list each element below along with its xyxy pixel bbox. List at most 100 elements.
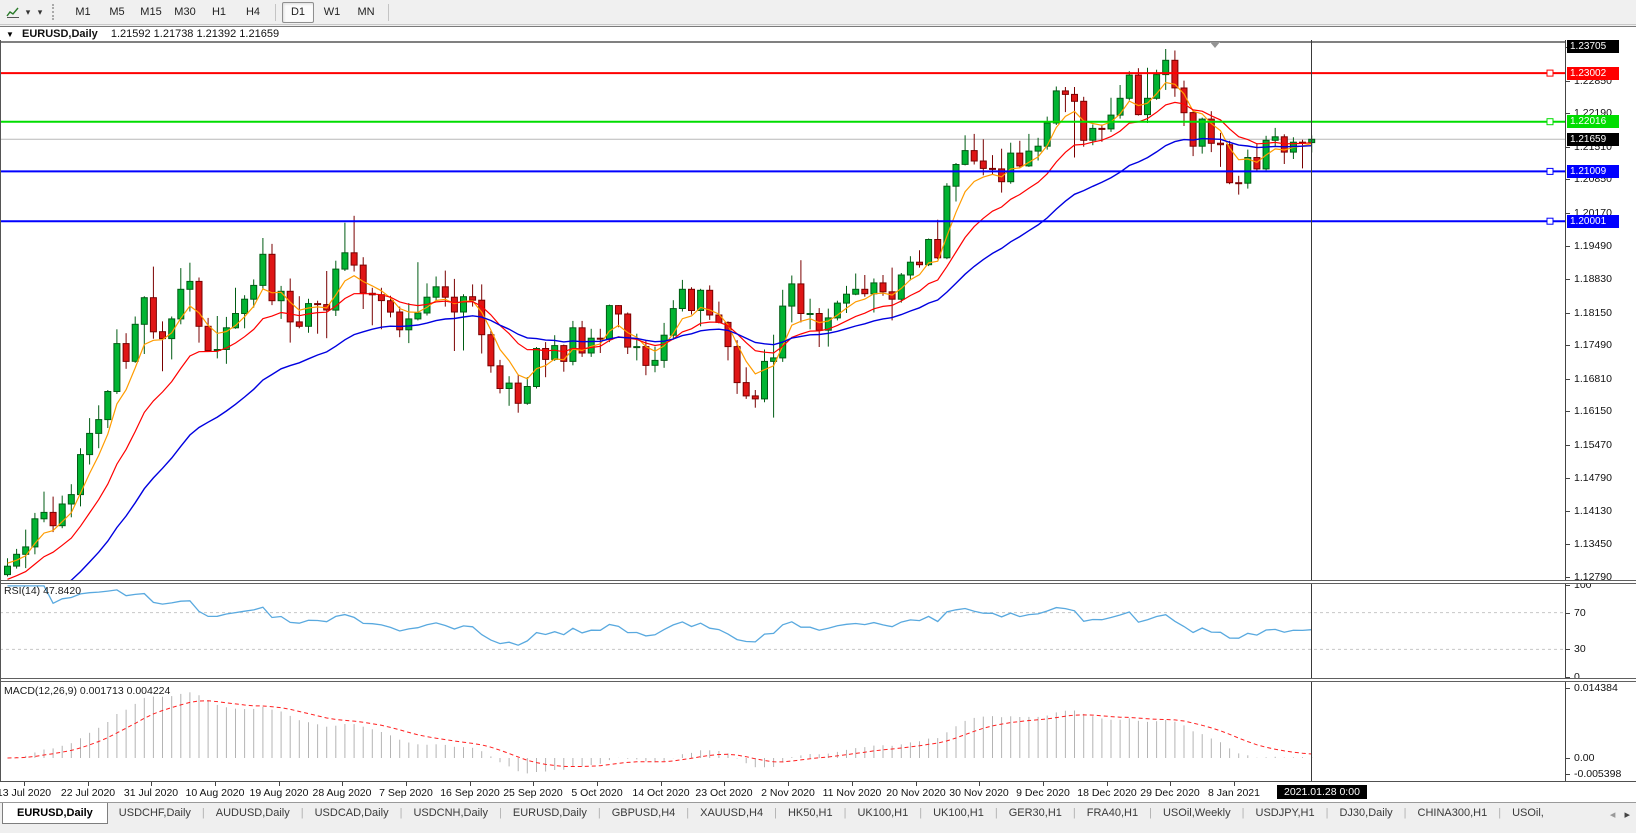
date-label: 9 Dec 2020 bbox=[1016, 787, 1070, 799]
tab-uk100-h1[interactable]: UK100,H1 bbox=[933, 807, 984, 819]
price-tick-label: 1.18150 bbox=[1574, 307, 1612, 319]
date-tick bbox=[533, 782, 534, 786]
tab-eurusd-daily[interactable]: EURUSD,Daily bbox=[512, 807, 587, 819]
tab-separator: | bbox=[499, 807, 502, 819]
date-label: 8 Jan 2021 bbox=[1208, 787, 1260, 799]
tab-separator: | bbox=[201, 807, 205, 819]
tab-eurusd-daily[interactable]: EURUSD,Daily bbox=[2, 803, 108, 824]
price-tick-label: 1.16810 bbox=[1574, 373, 1612, 385]
tab-separator: | bbox=[1241, 807, 1245, 819]
date-tick bbox=[1234, 782, 1235, 786]
price-tick bbox=[1566, 213, 1570, 214]
price-axis[interactable]: 1.235301.228501.221901.215101.208501.201… bbox=[1565, 40, 1636, 781]
date-tick bbox=[215, 782, 216, 786]
timeframe-d1[interactable]: D1 bbox=[282, 1, 314, 23]
timeframe-w1[interactable]: W1 bbox=[323, 5, 341, 18]
tab-china300-h1[interactable]: CHINA300,H1 bbox=[1417, 807, 1488, 819]
date-tick bbox=[342, 782, 343, 786]
tab-usdchf-daily[interactable]: USDCHF,Daily bbox=[118, 807, 191, 819]
tab-gbpusd-h4[interactable]: GBPUSD,H4 bbox=[611, 807, 676, 819]
macd-tick-label: 0.00 bbox=[1574, 752, 1595, 764]
price-tick bbox=[1566, 445, 1570, 446]
timeframe-m15[interactable]: M15 bbox=[140, 5, 162, 18]
macd-tick bbox=[1566, 688, 1570, 689]
date-tick bbox=[916, 782, 917, 786]
macd-indicator-pane[interactable] bbox=[0, 682, 1565, 781]
pane-splitter[interactable] bbox=[0, 580, 1636, 584]
main-price-chart[interactable] bbox=[0, 40, 1565, 580]
rsi-tick bbox=[1566, 613, 1570, 614]
price-tick bbox=[1566, 113, 1570, 114]
vertical-line-object[interactable] bbox=[1311, 40, 1312, 781]
chart-tab-bar: EURUSD,Daily USDCHF,Daily | AUDUSD,Daily | US… bbox=[0, 802, 1636, 833]
tab-xauusd-h4[interactable]: XAUUSD,H4 bbox=[700, 807, 764, 819]
tab-separator: | bbox=[300, 807, 304, 819]
date-tick bbox=[1043, 782, 1044, 786]
tab-separator: | bbox=[1403, 807, 1407, 819]
macd-label: MACD(12,26,9) 0.001713 0.004224 bbox=[4, 685, 171, 697]
date-axis[interactable]: 2021.01.28 0:00 13 Jul 2020 22 Jul 2020 31… bbox=[0, 781, 1636, 802]
price-tick bbox=[1566, 345, 1570, 346]
price-tick-label: 1.15470 bbox=[1574, 439, 1612, 451]
collapse-triangle-icon[interactable]: ▼ bbox=[6, 30, 14, 39]
timeframe-mn[interactable]: MN bbox=[357, 5, 375, 18]
tab-usdcnh-daily[interactable]: USDCNH,Daily bbox=[413, 807, 488, 819]
toolbar-dropdown-caret[interactable]: ▾ bbox=[37, 6, 43, 17]
date-label: 29 Dec 2020 bbox=[1140, 787, 1200, 799]
date-label: 31 Jul 2020 bbox=[123, 787, 179, 799]
tab-scroll-left-icon[interactable]: ◂ bbox=[1609, 809, 1616, 821]
price-tick bbox=[1566, 246, 1570, 247]
timeframe-h4[interactable]: H4 bbox=[245, 5, 261, 18]
toolbar-separator bbox=[275, 3, 276, 21]
tab-usoil-weekly[interactable]: USOil,Weekly bbox=[1162, 807, 1231, 819]
tab-ger30-h1[interactable]: GER30,H1 bbox=[1008, 807, 1062, 819]
price-tick bbox=[1566, 544, 1570, 545]
price-badge: 1.23002 bbox=[1567, 67, 1619, 80]
tab-fra40-h1[interactable]: FRA40,H1 bbox=[1086, 807, 1139, 819]
tab-uk100-h1[interactable]: UK100,H1 bbox=[857, 807, 909, 819]
date-tick bbox=[661, 782, 662, 786]
date-tick bbox=[470, 782, 471, 786]
rsi-indicator-pane[interactable] bbox=[0, 584, 1565, 678]
timeframe-m5[interactable]: M5 bbox=[109, 5, 125, 18]
rsi-tick-label: 70 bbox=[1574, 607, 1586, 619]
date-tick bbox=[979, 782, 980, 786]
tab-separator: | bbox=[843, 807, 847, 819]
chart-shift-marker[interactable] bbox=[1210, 42, 1220, 48]
date-label: 13 Jul 2020 bbox=[0, 787, 52, 799]
date-label: 22 Jul 2020 bbox=[60, 787, 116, 799]
tab-scroll-right-icon[interactable]: ▸ bbox=[1624, 809, 1630, 821]
timeframe-m1[interactable]: M1 bbox=[75, 5, 91, 18]
tab-separator: | bbox=[597, 807, 601, 819]
timeframe-m30[interactable]: M30 bbox=[174, 5, 196, 18]
macd-tick bbox=[1566, 758, 1570, 759]
price-badge: 1.22016 bbox=[1567, 115, 1619, 128]
date-label: 10 Aug 2020 bbox=[185, 787, 245, 799]
tab-separator: | bbox=[1498, 807, 1502, 819]
price-tick-label: 1.16150 bbox=[1574, 405, 1612, 417]
chart-type-dropdown-caret[interactable]: ▾ bbox=[25, 6, 31, 17]
toolbar-grip-handle[interactable] bbox=[52, 4, 58, 20]
tab-dj30-daily[interactable]: DJ30,Daily bbox=[1339, 807, 1393, 819]
price-tick-label: 1.14790 bbox=[1574, 472, 1612, 484]
date-label: 16 Sep 2020 bbox=[440, 787, 500, 799]
plot-left-border bbox=[0, 40, 1, 781]
pane-splitter[interactable] bbox=[0, 678, 1636, 682]
date-label: 23 Oct 2020 bbox=[695, 787, 753, 799]
tab-usdcad-daily[interactable]: USDCAD,Daily bbox=[314, 807, 389, 819]
tab-hk50-h1[interactable]: HK50,H1 bbox=[787, 807, 833, 819]
rsi-tick-label: 30 bbox=[1574, 643, 1586, 655]
tab-usoil[interactable]: USOil, bbox=[1512, 807, 1544, 819]
price-tick bbox=[1566, 179, 1570, 180]
timeframe-h1[interactable]: H1 bbox=[211, 5, 227, 18]
date-label: 30 Nov 2020 bbox=[949, 787, 1009, 799]
rsi-tick-label: 0 bbox=[1574, 671, 1580, 683]
tab-usdjpy-h1[interactable]: USDJPY,H1 bbox=[1255, 807, 1315, 819]
vertical-line-date-badge: 2021.01.28 0:00 bbox=[1277, 785, 1367, 799]
chart-type-icon[interactable] bbox=[4, 3, 22, 21]
tab-separator: | bbox=[1149, 807, 1152, 819]
tab-audusd-daily[interactable]: AUDUSD,Daily bbox=[215, 807, 290, 819]
date-tick bbox=[279, 782, 280, 786]
price-badge: 1.21659 bbox=[1567, 133, 1619, 146]
macd-tick bbox=[1566, 774, 1570, 775]
